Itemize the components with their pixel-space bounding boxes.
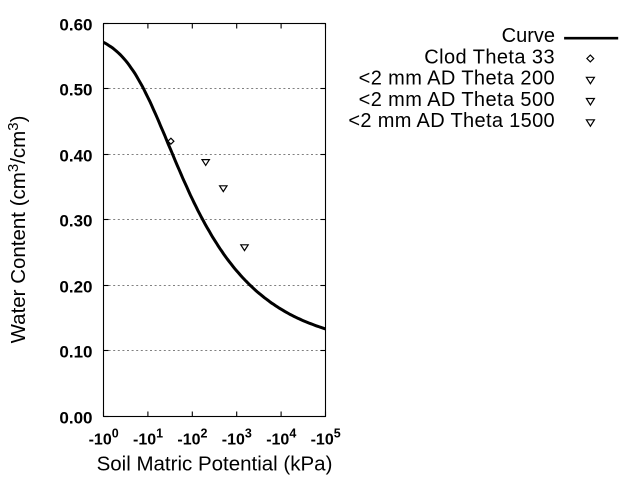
svg-text:0.30: 0.30 (59, 212, 92, 231)
svg-text:-105: -105 (311, 427, 341, 449)
svg-text:-101: -101 (133, 427, 163, 449)
svg-text:-104: -104 (266, 427, 296, 449)
svg-text:Water Content (cm3/cm3): Water Content (cm3/cm3) (5, 116, 30, 344)
svg-text:Curve: Curve (502, 25, 555, 47)
svg-text:-102: -102 (177, 427, 207, 449)
svg-text:-100: -100 (89, 427, 119, 449)
svg-text:Soil Matric Potential (kPa): Soil Matric Potential (kPa) (97, 452, 333, 475)
svg-text:0.10: 0.10 (59, 343, 92, 362)
svg-text:0.00: 0.00 (59, 409, 92, 428)
svg-text:<2 mm AD Theta 500: <2 mm AD Theta 500 (359, 89, 555, 111)
svg-text:-103: -103 (222, 427, 252, 449)
svg-text:Clod Theta 33: Clod Theta 33 (424, 46, 555, 68)
svg-text:<2 mm AD Theta 200: <2 mm AD Theta 200 (359, 68, 555, 90)
svg-text:0.50: 0.50 (59, 81, 92, 100)
svg-text:0.20: 0.20 (59, 278, 92, 297)
svg-text:<2 mm AD Theta 1500: <2 mm AD Theta 1500 (348, 110, 555, 132)
svg-text:0.40: 0.40 (59, 147, 92, 166)
svg-text:0.60: 0.60 (59, 16, 92, 35)
